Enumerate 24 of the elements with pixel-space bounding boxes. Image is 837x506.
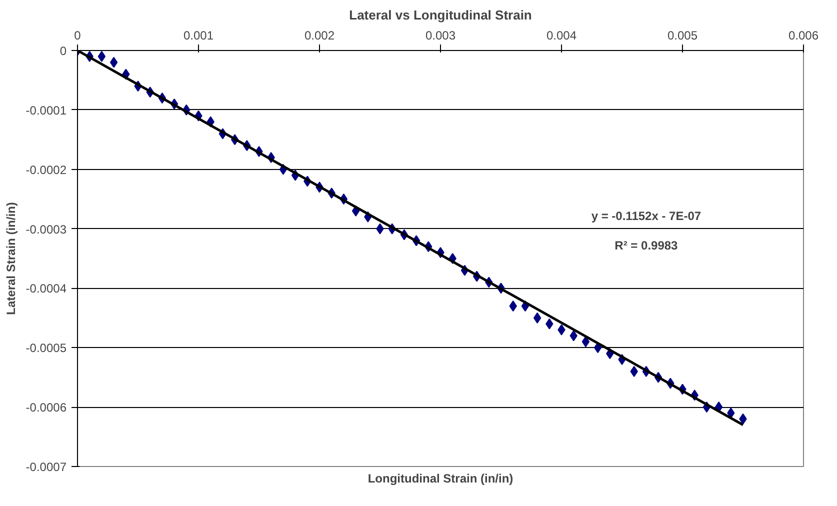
x-axis-title: Longitudinal Strain (in/in) (368, 472, 514, 486)
y-tick-label: -0.0001 (26, 103, 67, 118)
y-tick-label: -0.0005 (26, 341, 67, 356)
point (582, 336, 590, 348)
y-tick-label: -0.0007 (26, 460, 67, 474)
x-tick-label: 0.006 (788, 28, 819, 42)
point (533, 312, 542, 324)
x-tick-label: 0.002 (304, 28, 335, 42)
y-tick-label: -0.0003 (26, 222, 67, 236)
chart-title: Lateral vs Longitudinal Strain (349, 8, 532, 22)
x-tick-label: 0.001 (183, 28, 214, 42)
y-tick-label: -0.0002 (26, 162, 67, 177)
y-tick-label: -0.0006 (26, 400, 67, 415)
x-tick-label: 0 (74, 28, 82, 42)
x-tick-label: 0.003 (425, 28, 456, 42)
point (98, 50, 106, 62)
y-tick-label: 0 (60, 44, 67, 58)
x-tick-label: 0.005 (667, 28, 698, 42)
y-tick-label: -0.0004 (26, 282, 67, 296)
annotation: R² = 0.9983 (614, 238, 678, 253)
x-tick-label: 0.004 (546, 28, 577, 42)
point (110, 56, 118, 68)
annotation: y = -0.1152x - 7E-07 (591, 208, 702, 223)
y-axis-title: Lateral Strain (in/in) (4, 202, 18, 315)
